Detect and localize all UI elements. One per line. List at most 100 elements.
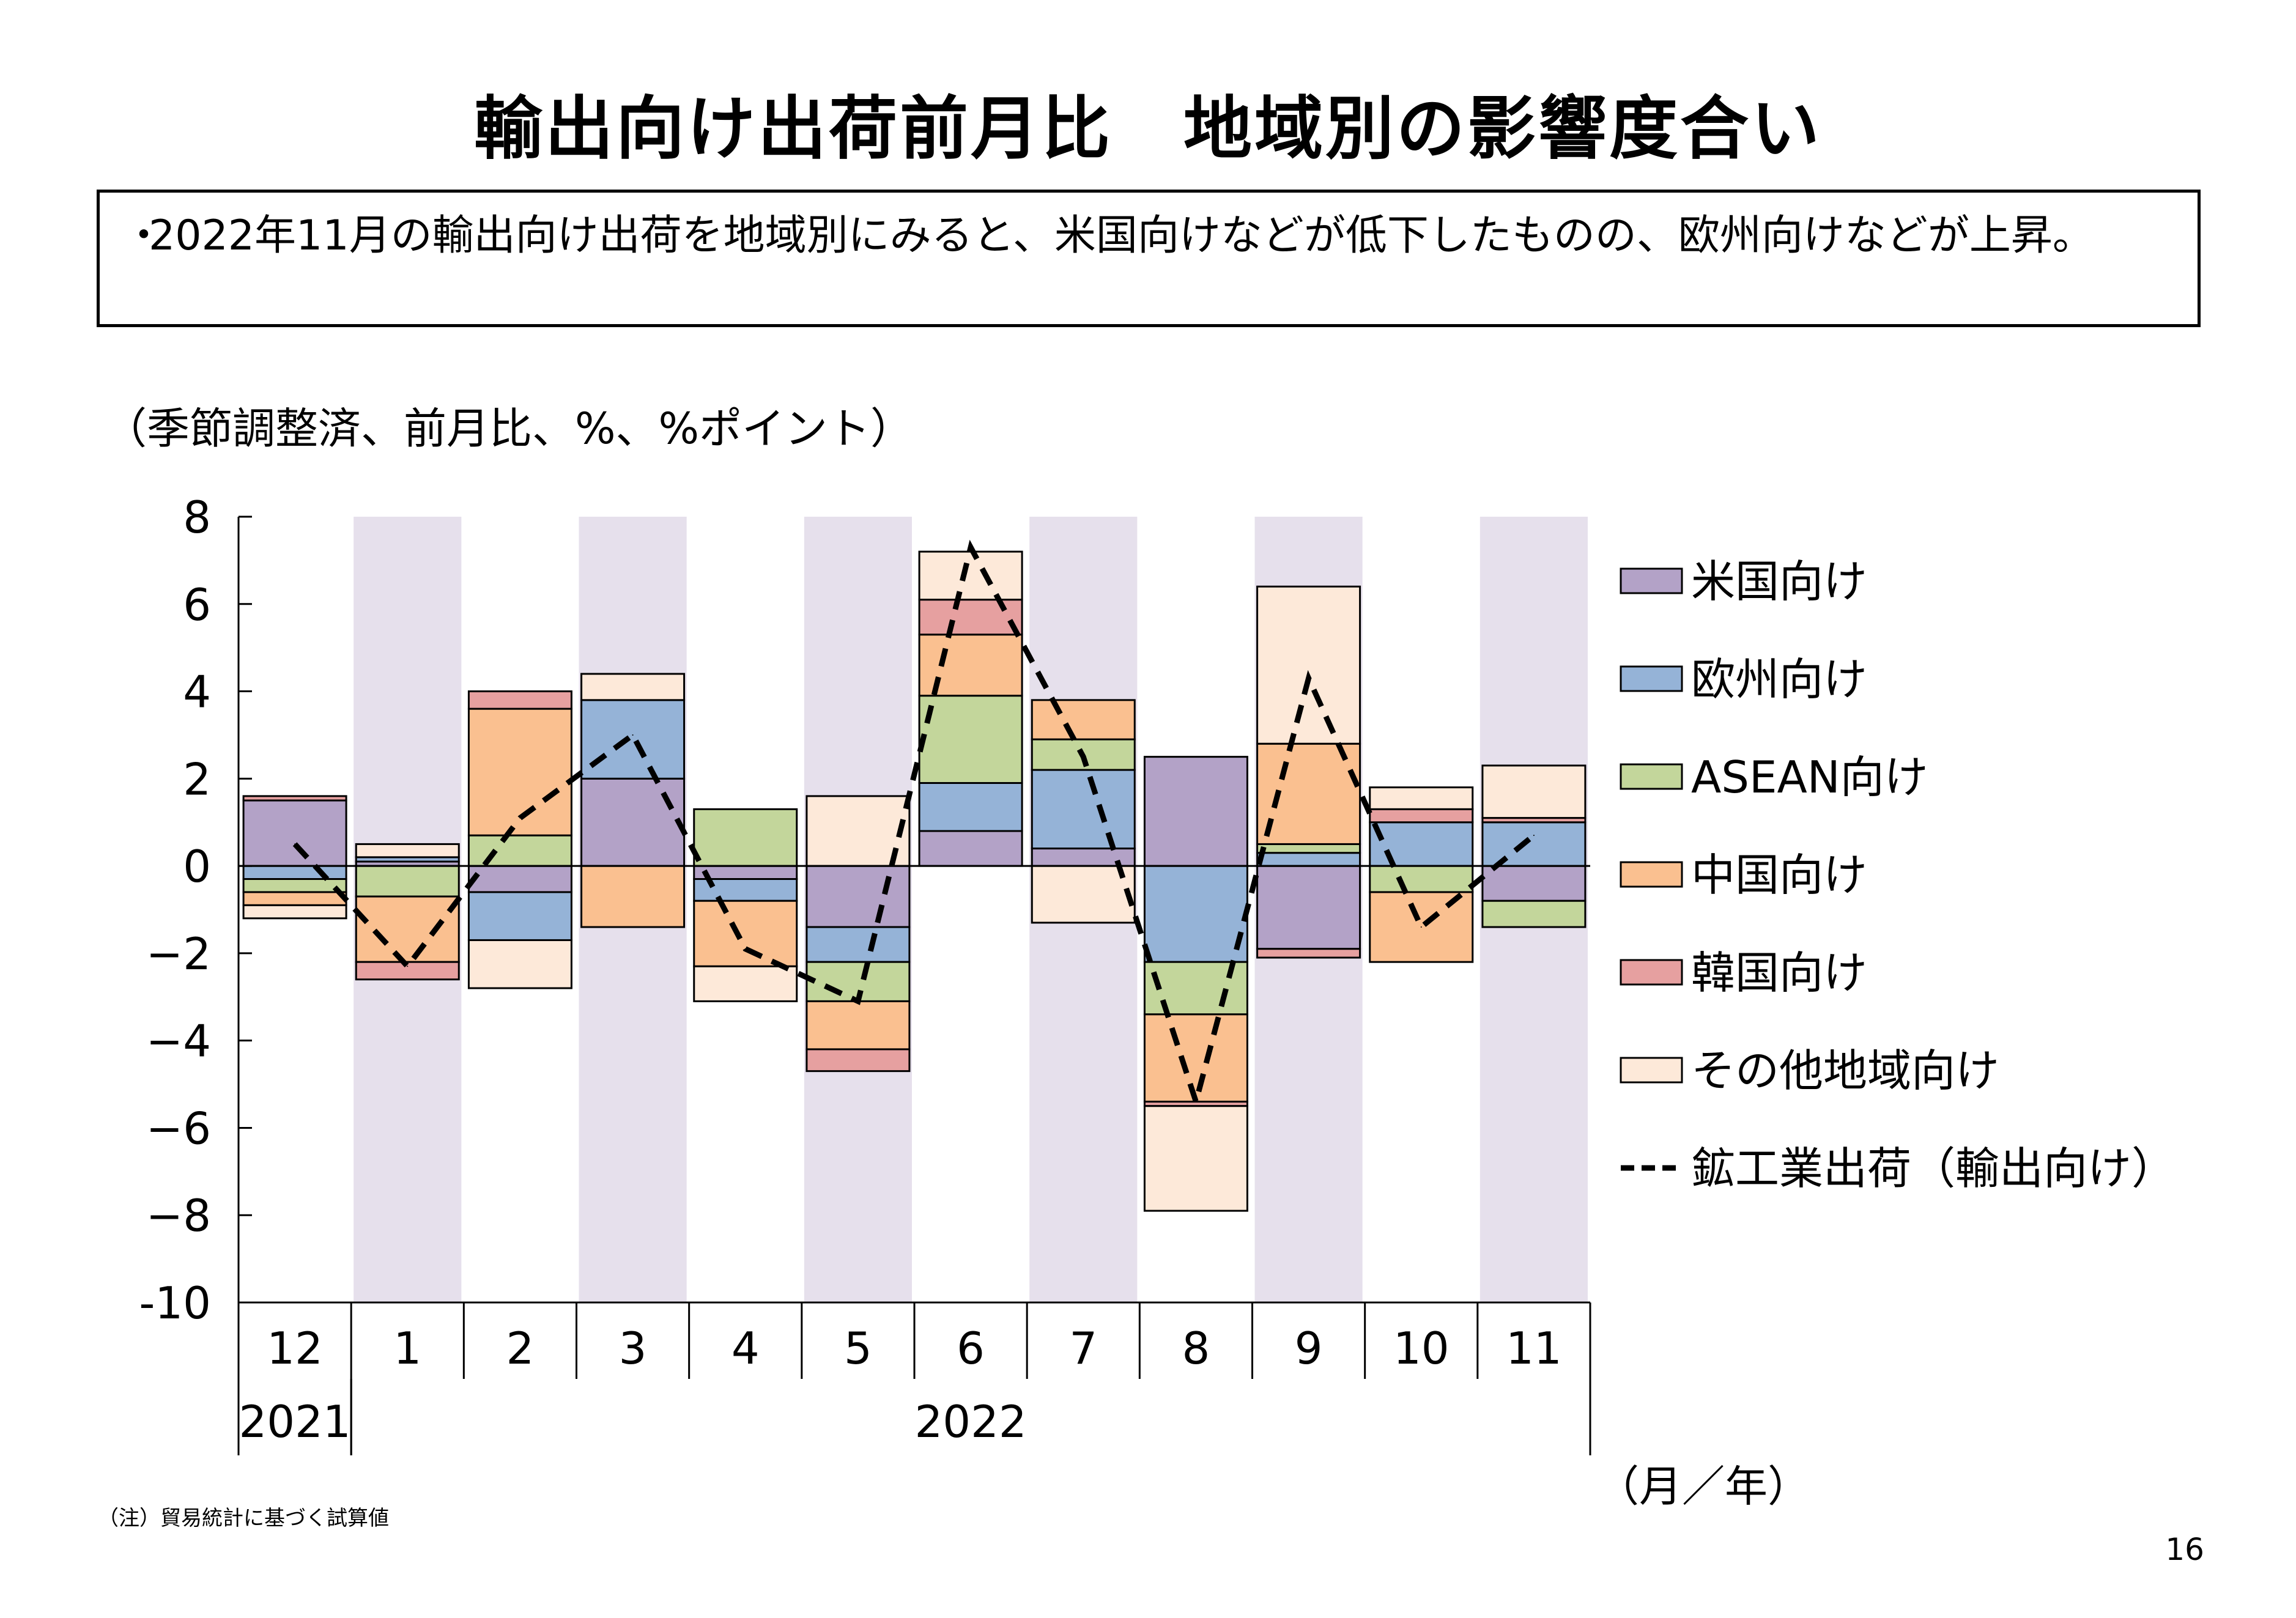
x-tick-label-12: 12 (267, 1323, 323, 1374)
summary-text: 2022年11月の輸出向け出荷を地域別にみると、米国向けなどが低下したものの、欧… (149, 212, 2094, 260)
bar-other-11 (1481, 764, 1587, 819)
slide-title: 輸出向け出荷前月比 地域別の影響度合い (474, 89, 1822, 169)
bar-europe-11 (1481, 821, 1587, 867)
legend-label-europe: 欧州向け (1691, 654, 1867, 705)
bar-korea-1 (355, 961, 460, 981)
x-tick-label-7: 7 (1069, 1323, 1097, 1374)
x-tick-label-1: 1 (393, 1323, 421, 1374)
bar-asean-1 (355, 865, 460, 898)
legend-label-other: その他地域向け (1691, 1045, 1999, 1096)
bar-europe-3 (580, 699, 686, 780)
y-tick-label: 4 (183, 667, 211, 718)
bar-europe-12 (242, 865, 347, 881)
y-tick-label: −4 (146, 1016, 211, 1067)
bar-asean-4 (693, 808, 798, 867)
summary-bullet: ・ (123, 212, 165, 260)
x-tick-label-8: 8 (1182, 1323, 1210, 1374)
y-tick-label: -10 (139, 1277, 211, 1329)
line-mining-shipments (292, 539, 1536, 1112)
legend-swatch-china (1620, 861, 1683, 888)
y-tick-label: 8 (183, 492, 211, 543)
line-point-8 (1195, 1101, 1197, 1103)
bar-korea-5 (805, 1048, 911, 1073)
line-point-1 (407, 966, 409, 967)
bar-europe-8 (1143, 865, 1248, 963)
summary-box: ・ 2022年11月の輸出向け出荷を地域別にみると、米国向けなどが低下したものの… (97, 190, 2201, 327)
legend-swatch-asean (1620, 763, 1683, 790)
y-tick-label: −6 (146, 1103, 211, 1154)
x-tick-label-3: 3 (619, 1323, 647, 1374)
bar-other-9 (1256, 585, 1361, 745)
unit-label: （季節調整済、前月比、%、%ポイント） (104, 404, 914, 454)
bar-other-4 (693, 965, 798, 1002)
x-tick-label-11: 11 (1506, 1323, 1562, 1374)
legend-swatch-korea (1620, 959, 1683, 986)
bar-korea-12 (242, 795, 347, 802)
bar-europe-9 (1256, 852, 1361, 867)
bar-us-5 (805, 865, 911, 928)
bar-korea-2 (467, 690, 572, 710)
footnote: （注）貿易統計に基づく試算値 (98, 1506, 389, 1531)
year-label-2022: 2022 (914, 1396, 1026, 1447)
bar-asean-9 (1256, 843, 1361, 854)
line-point-11 (1533, 835, 1535, 837)
legend-swatch-us (1620, 567, 1683, 594)
bar-china-4 (693, 900, 798, 967)
y-tick-label: 2 (183, 753, 211, 805)
line-point-5 (857, 1000, 859, 1002)
bar-europe-6 (918, 781, 1023, 832)
x-tick-label-5: 5 (844, 1323, 872, 1374)
bar-other-1 (355, 843, 460, 859)
line-point-3 (632, 734, 634, 736)
bar-us-8 (1143, 756, 1248, 867)
bar-asean-10 (1369, 865, 1474, 893)
line-point-7 (1083, 756, 1084, 758)
legend-swatch-europe (1620, 665, 1683, 692)
bar-china-12 (242, 891, 347, 906)
bar-us-11 (1481, 865, 1587, 902)
year-label-2021: 2021 (239, 1396, 350, 1447)
legend-label-china: 中国向け (1691, 849, 1867, 901)
line-point-10 (1420, 926, 1422, 928)
bar-us-2 (467, 865, 572, 893)
bar-us-6 (918, 830, 1023, 867)
x-axis-unit: （月／年） (1596, 1461, 1810, 1512)
legend-label-korea: 韓国向け (1691, 947, 1867, 999)
line-point-9 (1308, 678, 1309, 679)
bar-us-7 (1031, 848, 1136, 867)
y-tick-label: 6 (183, 579, 211, 630)
x-tick-label-2: 2 (506, 1323, 535, 1374)
bar-other-3 (580, 673, 686, 701)
bar-china-1 (355, 895, 460, 963)
bar-us-3 (580, 777, 686, 867)
bar-other-2 (467, 939, 572, 989)
line-point-12 (294, 843, 296, 845)
legend-label-line: 鉱工業出荷（輸出向け） (1691, 1143, 2176, 1194)
bar-korea-10 (1369, 808, 1474, 824)
x-tick-label-6: 6 (957, 1323, 985, 1374)
bar-asean-11 (1481, 900, 1587, 928)
bar-asean-6 (918, 695, 1023, 784)
line-point-2 (519, 817, 521, 819)
page-number: 16 (2165, 1532, 2204, 1567)
bar-china-3 (580, 865, 686, 928)
line-point-6 (970, 546, 972, 548)
bar-us-12 (242, 799, 347, 867)
bar-other-8 (1143, 1105, 1248, 1212)
line-point-4 (744, 948, 746, 950)
bar-china-7 (1031, 699, 1136, 741)
y-tick-label: −2 (146, 928, 211, 980)
x-tick-label-4: 4 (731, 1323, 760, 1374)
bar-asean-12 (242, 878, 347, 893)
bar-china-8 (1143, 1013, 1248, 1103)
x-tick-label-9: 9 (1295, 1323, 1323, 1374)
y-tick-label: −8 (146, 1190, 211, 1241)
bar-other-10 (1369, 786, 1474, 810)
bar-europe-7 (1031, 769, 1136, 850)
bar-china-2 (467, 707, 572, 837)
bar-europe-2 (467, 891, 572, 941)
x-tick-label-10: 10 (1393, 1323, 1450, 1374)
